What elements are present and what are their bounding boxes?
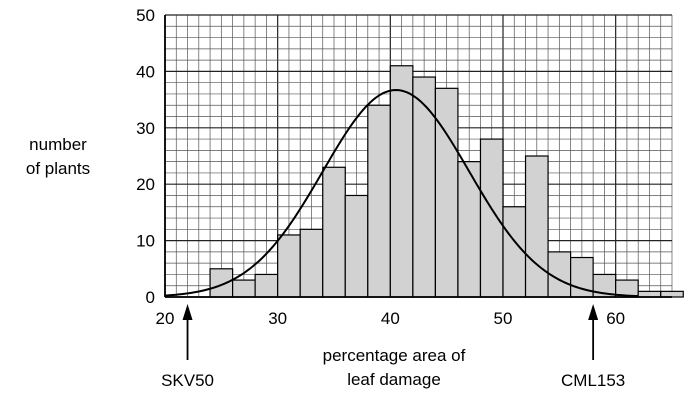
axes	[164, 15, 672, 298]
x-axis-title-line1: percentage area of	[323, 346, 466, 365]
annotation-label: CML153	[561, 371, 625, 390]
annotation-arrow-head	[588, 304, 599, 320]
y-tick-label: 50	[136, 6, 155, 25]
histogram-bar	[367, 104, 391, 298]
histogram-bar	[322, 166, 346, 298]
y-tick-label: 20	[136, 175, 155, 194]
x-tick-label: 40	[381, 309, 400, 328]
x-tick-label: 60	[606, 309, 625, 328]
histogram-bar	[412, 76, 437, 298]
annotation-label: SKV50	[161, 371, 214, 390]
histogram-bar	[209, 268, 234, 298]
y-tick-label: 10	[136, 232, 155, 251]
annotation-arrow-head	[182, 304, 193, 320]
normal-curve	[164, 89, 639, 298]
histogram-bar	[389, 65, 414, 298]
y-tick-label: 0	[146, 288, 155, 307]
x-tick-label: 30	[268, 309, 287, 328]
histogram-bar	[479, 138, 504, 298]
histogram-bar	[457, 161, 482, 298]
histogram-bar	[254, 273, 279, 298]
histogram-bar	[434, 87, 459, 298]
histogram-bar	[232, 279, 256, 298]
y-tick-label: 30	[136, 119, 155, 138]
annotations: SKV50 CML153	[161, 304, 625, 390]
histogram-bar	[524, 155, 549, 298]
histogram-bar	[299, 228, 324, 298]
x-tick-label: 50	[494, 309, 513, 328]
x-axis-title-line2: leaf damage	[347, 370, 441, 389]
y-tick-label: 40	[136, 62, 155, 81]
histogram-bar	[502, 206, 527, 298]
bars	[209, 65, 684, 298]
x-tick-labels: 20 30 40 50 60	[156, 309, 626, 328]
y-axis-title-line1: number	[29, 135, 87, 154]
x-tick-label: 20	[156, 309, 175, 328]
y-axis-title-line2: of plants	[26, 159, 90, 178]
histogram-bar	[344, 194, 369, 298]
y-tick-labels: 0 10 20 30 40 50	[136, 6, 155, 307]
histogram-bar	[277, 234, 301, 298]
